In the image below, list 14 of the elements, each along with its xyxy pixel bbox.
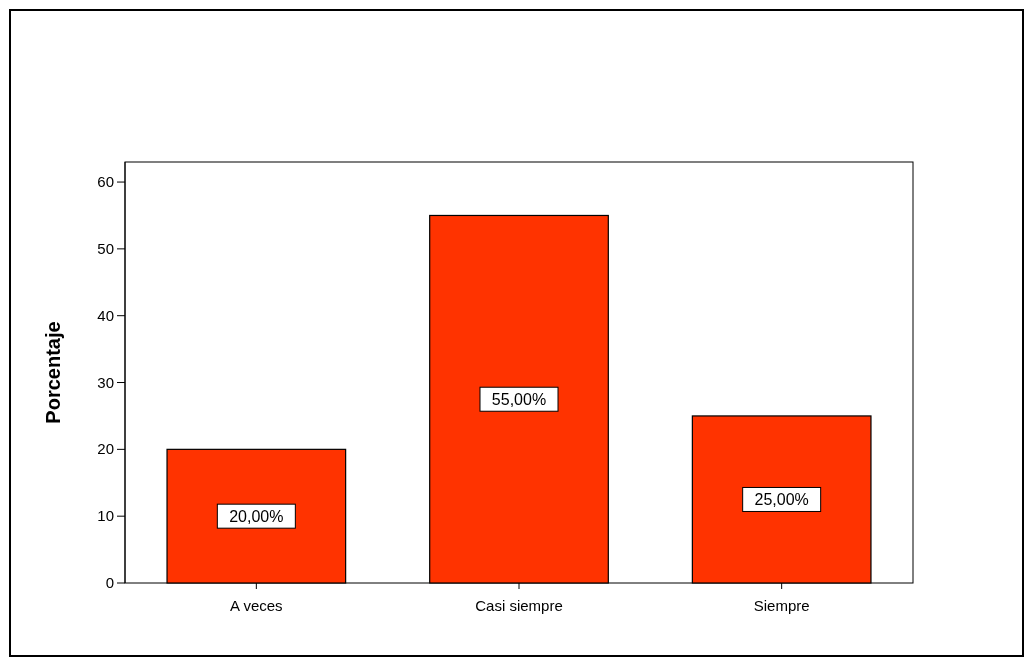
data-label: 25,00% — [754, 491, 809, 509]
y-tick-label: 20 — [97, 440, 114, 458]
x-tick-label: Siempre — [753, 597, 810, 614]
y-tick-label: 10 — [97, 507, 114, 525]
y-tick-label: 0 — [105, 574, 114, 591]
y-tick-label: 40 — [97, 306, 114, 324]
data-label: 55,00% — [491, 391, 547, 409]
y-tick-label: 60 — [97, 173, 114, 191]
x-tick-label: A veces — [230, 597, 283, 614]
y-axis-title: Porcentaje — [42, 321, 64, 424]
x-tick-label: Casi siempre — [475, 597, 563, 614]
data-label: 20,00% — [229, 508, 284, 526]
y-tick-label: 30 — [97, 373, 114, 391]
y-tick-label: 50 — [97, 239, 114, 257]
